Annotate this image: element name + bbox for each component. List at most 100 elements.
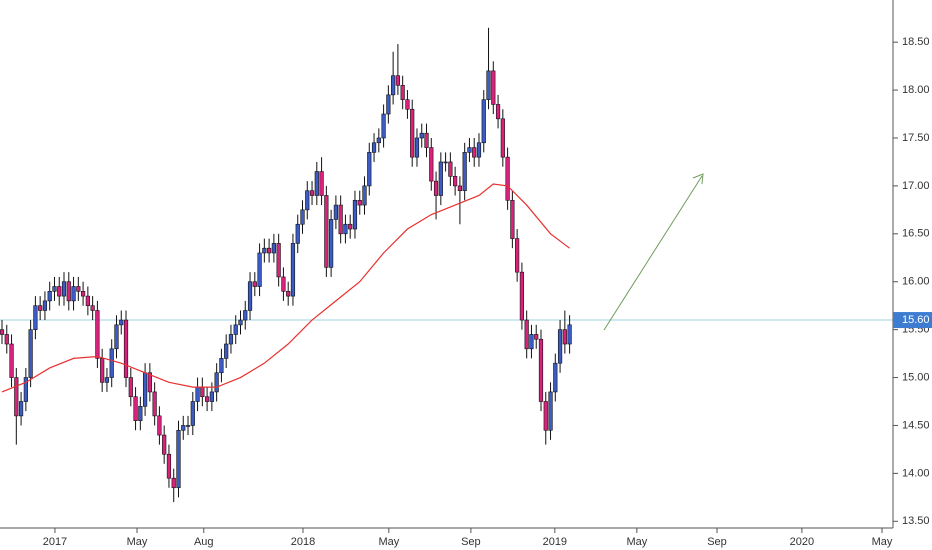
y-tick-label: 17.00: [902, 180, 930, 192]
candle-body: [171, 477, 176, 489]
candle-body: [305, 190, 310, 211]
candle-body: [262, 247, 267, 254]
candle-body: [381, 113, 386, 139]
candle-body: [510, 199, 515, 239]
candle-body: [200, 386, 205, 398]
x-tick-label: Aug: [194, 536, 214, 548]
candle-body: [157, 415, 162, 436]
candle-body: [243, 310, 248, 321]
candle-body: [367, 152, 372, 187]
candle-body: [14, 377, 19, 417]
x-tick-label: Sep: [461, 536, 481, 548]
candle-body: [57, 286, 62, 297]
candle-body: [33, 305, 38, 330]
candle-body: [238, 319, 243, 326]
candle-body: [371, 142, 377, 153]
candle-body: [352, 199, 358, 230]
candle-body: [233, 324, 238, 335]
candle-body: [386, 94, 391, 115]
candle-body: [185, 425, 191, 427]
candle-body: [534, 334, 539, 340]
candle-body: [505, 156, 510, 201]
candle-body: [515, 238, 520, 273]
candle-body: [190, 401, 195, 426]
candle-body: [438, 161, 443, 196]
candle-body: [410, 108, 415, 158]
candle-body: [414, 137, 420, 158]
candle-body: [429, 147, 434, 182]
candle-body: [462, 152, 467, 191]
candle-body: [119, 319, 124, 326]
candle-body: [23, 377, 28, 402]
plot-area: [0, 27, 893, 503]
x-tick-label: Sep: [707, 536, 727, 548]
candle-body: [100, 358, 105, 383]
candle-body: [324, 195, 329, 268]
candle-body: [104, 377, 110, 383]
candle-body: [133, 396, 138, 421]
x-tick-label: 2017: [43, 536, 67, 548]
candle-body: [309, 190, 315, 196]
candle-body: [290, 243, 296, 297]
candle-body: [181, 425, 186, 431]
candle-body: [138, 406, 143, 421]
candle-body: [348, 223, 353, 230]
candle-body: [228, 334, 234, 345]
candle-body: [61, 281, 67, 297]
x-tick-label: May: [378, 536, 399, 548]
candle-body: [443, 161, 448, 164]
candle-body: [486, 70, 491, 100]
candle-body: [271, 243, 276, 254]
candle-body: [424, 132, 429, 148]
candle-body: [85, 295, 90, 306]
candle-body: [9, 343, 14, 378]
candle-body: [329, 219, 334, 268]
y-tick-label: 17.50: [902, 132, 930, 144]
candle-body: [224, 343, 229, 359]
candle-body: [162, 434, 167, 455]
candle-body: [123, 319, 129, 378]
candle-body: [467, 147, 472, 153]
candle-body: [405, 99, 410, 110]
candle-body: [109, 348, 114, 378]
candle-body: [362, 185, 367, 206]
candle-body: [343, 223, 348, 235]
candle-body: [476, 142, 482, 158]
candle-body: [205, 396, 210, 402]
candle-body: [562, 329, 567, 345]
candle-body: [400, 84, 405, 100]
x-tick-label: May: [626, 536, 647, 548]
candle-body: [300, 209, 305, 225]
candle-body: [376, 137, 381, 144]
candle-body: [472, 147, 477, 158]
candle-body: [491, 70, 496, 105]
candle-body: [557, 329, 563, 364]
y-tick-label: 14.00: [902, 467, 930, 479]
candle-body: [52, 286, 57, 292]
y-tick-label: 13.50: [902, 515, 930, 527]
candle-body: [567, 324, 572, 345]
candle-body: [481, 99, 486, 144]
candle-body: [128, 377, 133, 398]
candle-body: [538, 338, 544, 402]
candle-body: [295, 223, 300, 244]
candle-body: [500, 118, 505, 158]
candle-body: [195, 386, 200, 402]
y-tick-label: 14.50: [902, 419, 930, 431]
candle-body: [553, 362, 558, 393]
candle-body: [42, 300, 48, 311]
candle-body: [433, 180, 439, 196]
candle-body: [548, 391, 553, 431]
arrow-shaft: [603, 175, 703, 331]
candle-body: [495, 104, 501, 120]
y-tick-label: 18.00: [902, 84, 930, 96]
candle-body: [219, 358, 224, 374]
candle-body: [457, 185, 463, 191]
y-tick-label: 16.00: [902, 276, 930, 288]
candle-body: [338, 204, 343, 235]
candle-body: [252, 281, 257, 287]
candle-body: [95, 310, 100, 359]
candle-body: [286, 291, 291, 297]
candle-body: [80, 291, 86, 297]
x-tick-label: May: [872, 536, 893, 548]
